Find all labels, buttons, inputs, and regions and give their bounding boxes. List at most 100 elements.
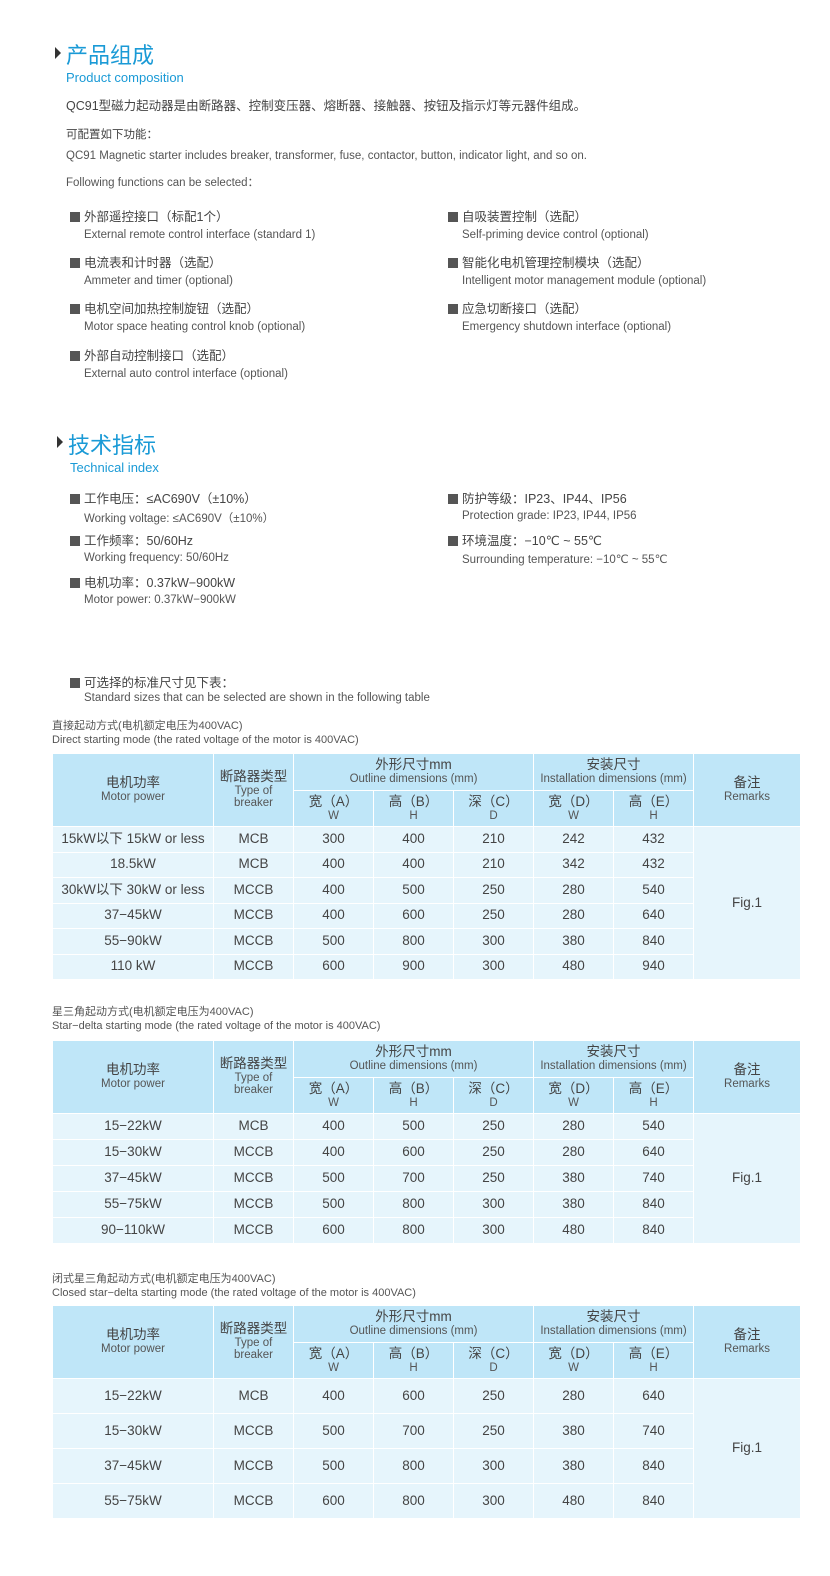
remarks-cell: Fig.1 [693,1378,802,1519]
bullet-square-icon [448,536,458,546]
table-subheader-row: 宽（A） W 高（B） H 深（C） D 宽（D） W 高（E） H [53,790,801,827]
table-cell: 250 [452,1378,535,1414]
bullet-square-icon [70,212,80,222]
spec-item: 工作电压：≤AC690V（±10%） [70,488,257,507]
table-cell: 600 [373,1378,454,1414]
feature-item: 应急切断接口（选配） [448,298,587,317]
feature-item-en: External remote control interface (stand… [84,229,316,241]
table-cell: 400 [373,826,454,853]
table-cell: 800 [373,1217,454,1244]
remarks-cell: Fig.1 [693,1113,802,1244]
spec-item: 电机功率：0.37kW−900kW [70,572,235,591]
table-cell: 37−45kW [52,1165,214,1192]
table-cell: MCB [213,1378,294,1414]
section-arrow-icon [55,47,61,59]
table-cell: 210 [452,826,535,853]
table-cell: 800 [373,1191,454,1218]
header-motor-power: 电机功率 Motor power [52,753,214,827]
table-cell: MCCB [213,1217,294,1244]
table-cell: 840 [613,1191,695,1218]
feature-item-en: Emergency shutdown interface (optional) [462,321,672,333]
table-cell: 700 [373,1165,454,1192]
header-breaker: 断路器类型 Type of breaker [213,1040,294,1114]
table-cell: 380 [533,1165,615,1192]
table-cell: 432 [613,851,695,878]
bullet-square-icon [448,494,458,504]
table-row: 90−110kW MCCB 600 800 300 480 840 [52,1217,801,1244]
spec-item: 工作频率：50/60Hz [70,530,193,549]
table-cell: 840 [613,1483,695,1519]
section-title: 技术指标 [68,434,157,459]
table-cell: MCB [213,1113,294,1140]
bullet-square-icon [448,258,458,268]
dimensions-table: 电机功率 Motor power 断路器类型 Type of breaker 外形尺寸… [52,1305,802,1519]
header-breaker: 断路器类型 Type of breaker [213,1305,294,1379]
table-cell: 500 [293,928,374,955]
table-cell: MCCB [213,1483,294,1519]
table-cell: 900 [373,953,454,980]
table-cell: MCCB [213,1139,294,1166]
table-cell: 250 [452,1113,535,1140]
table-cell: 37−45kW [52,902,214,929]
table-cell: MCCB [213,902,294,929]
spec-item-en: Surrounding temperature: −10℃ ~ 55℃ [462,554,668,566]
table-caption-en: Direct starting mode (the rated voltage … [52,734,359,746]
table-cell: 250 [452,902,535,929]
header-dim-b: 高（B） H [373,790,454,827]
header-dim-d: 宽（D） W [533,1077,615,1114]
header-install: 安装尺寸 Installation dimensions (mm) [533,753,695,791]
table-row: 15−30kW MCCB 400 600 250 280 640 [52,1139,801,1166]
table-cell: MCCB [213,1191,294,1218]
table-cell: 15−30kW [52,1139,214,1166]
table-cell: 280 [533,1113,615,1140]
table-cell: 600 [293,1217,374,1244]
table-subheader-row: 宽（A） W 高（B） H 深（C） D 宽（D） W 高（E） H [53,1077,801,1114]
header-dim-a: 宽（A） W [293,1077,374,1114]
table-row: 15kW以下 15kW or less MCB 300 400 210 242 432 Fig… [52,826,802,980]
table-cell: MCCB [213,1165,294,1192]
table-header-row: 电机功率 Motor power 断路器类型 Type of breaker 外形尺寸… [52,1305,802,1379]
table-cell: 640 [613,1139,695,1166]
table-caption-en: Closed star−delta starting mode (the rat… [52,1287,416,1299]
feature-item-en: Intelligent motor management module (opt… [462,275,707,287]
table-subheader-row: 宽（A） W 高（B） H 深（C） D 宽（D） W 高（E） H [53,1342,801,1379]
table-cell: 242 [533,826,615,853]
table-cell: 840 [613,1217,695,1244]
table-cell: 432 [613,826,695,853]
table-cell: 740 [613,1165,695,1192]
intro-cn: QC91型磁力起动器是由断路器、控制变压器、熔断器、接触器、按钮及指示灯等元器件… [66,99,587,113]
table-cell: 90−110kW [52,1217,214,1244]
table-cell: 15kW以下 15kW or less [52,826,214,853]
table-row: 37−45kW MCCB 400 600 250 280 640 [52,902,801,929]
table-cell: MCB [213,826,294,853]
table-cell: MCCB [213,1448,294,1484]
bullet-square-icon [448,304,458,314]
table-cell: 740 [613,1413,695,1449]
section-arrow-icon [57,436,63,448]
table-row: 15−22kW MCB 400 600 250 280 640 Fig.1 [52,1378,802,1519]
table-cell: 18.5kW [52,851,214,878]
feature-item: 电机空间加热控制旋钮（选配） [70,298,259,317]
intro-en: QC91 Magnetic starter includes breaker, … [66,150,587,162]
bullet-square-icon [448,212,458,222]
table-cell: 300 [452,1191,535,1218]
table-row: 55−90kW MCCB 500 800 300 380 840 [52,928,801,955]
table-cell: 280 [533,1378,615,1414]
table-cell: 250 [452,1413,535,1449]
bullet-square-icon [70,678,80,688]
header-outline: 外形尺寸mm Outline dimensions (mm) [292,1040,535,1078]
sizes-note-cn: 可选择的标准尺寸见下表： [70,672,234,691]
table-cell: 15−30kW [52,1413,214,1449]
header-outline: 外形尺寸mm Outline dimensions (mm) [292,1305,535,1343]
table-row: 15−22kW MCB 400 500 250 280 540 Fig.1 [52,1113,802,1244]
bullet-square-icon [70,258,80,268]
table-cell: 500 [293,1413,374,1449]
table-cell: 300 [293,826,374,853]
table-row: 110 kW MCCB 600 900 300 480 940 [52,953,801,980]
header-remarks: 备注 Remarks [693,1305,802,1379]
header-breaker: 断路器类型 Type of breaker [213,753,294,827]
table-cell: 280 [533,902,615,929]
table-cell: 840 [613,928,695,955]
table-cell: 300 [452,1483,535,1519]
spec-item-en: Motor power: 0.37kW−900kW [84,594,236,606]
